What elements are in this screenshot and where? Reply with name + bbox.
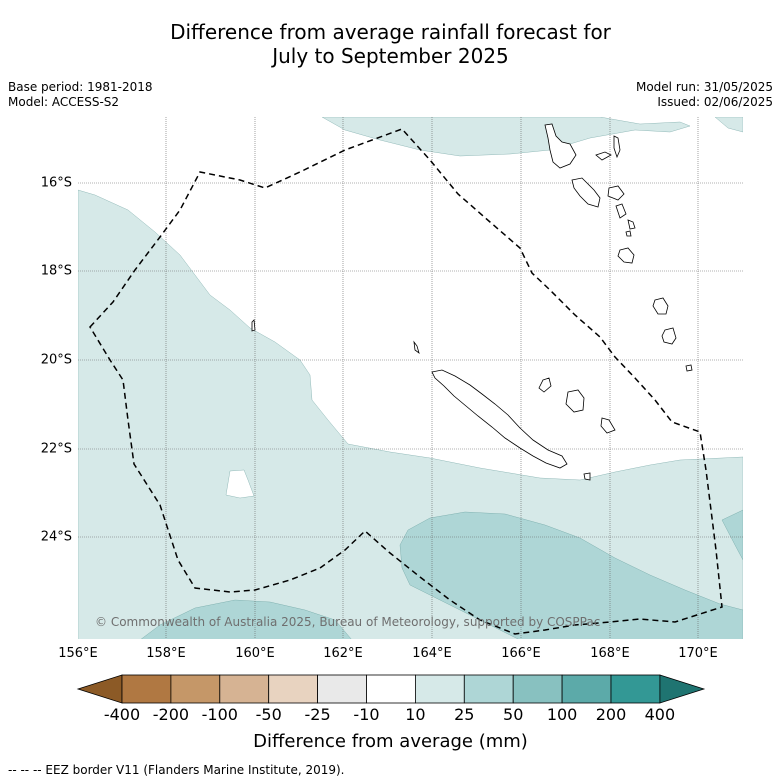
land-outlines xyxy=(251,123,693,481)
colorbar-segment-11 xyxy=(610,674,661,704)
issued-text: Issued: 02/06/2025 xyxy=(657,95,773,109)
colorbar-tick-label: -100 xyxy=(201,705,238,724)
colorbar-segment-4 xyxy=(268,674,319,704)
rain-band-10-25-west xyxy=(78,189,743,639)
colorbar-segment-8 xyxy=(463,674,514,704)
colorbar-tick-label: -25 xyxy=(304,705,331,724)
model-run-text: Model run: 31/05/2025 xyxy=(635,80,773,94)
rain-band-10-25-ne xyxy=(714,117,743,133)
meta-left: Base period: 1981-2018 Model: ACCESS-S2 xyxy=(8,80,153,110)
colorbar-segment-1 xyxy=(121,674,172,704)
colorbar-segment-7 xyxy=(414,674,465,704)
colorbar-tick-label: 50 xyxy=(503,705,524,724)
colorbar-tick-label: -200 xyxy=(152,705,190,724)
lat-label-20s: 20°S xyxy=(40,352,72,368)
lat-label-24s: 24°S xyxy=(40,529,72,545)
colorbar-segment-3 xyxy=(219,674,270,704)
rain-band-25-50-sw xyxy=(141,599,352,639)
title-line-2: July to September 2025 xyxy=(272,44,509,68)
lon-label-162e: 162°E xyxy=(323,646,363,661)
rain-neutral-patch xyxy=(225,469,255,499)
colorbar-tick-label: 400 xyxy=(644,705,676,724)
colorbar-segment-5 xyxy=(317,674,367,704)
colorbar-extend-low xyxy=(76,674,123,704)
model-text: Model: ACCESS-S2 xyxy=(8,95,120,109)
colorbar-segment-10 xyxy=(561,674,612,704)
lat-label-18s: 18°S xyxy=(40,263,72,279)
lon-label-168e: 168°E xyxy=(590,646,630,661)
lon-label-164e: 164°E xyxy=(412,646,452,661)
rain-band-25-50-east xyxy=(721,509,743,561)
colorbar-segment-6 xyxy=(366,674,416,704)
colorbar-segment-9 xyxy=(512,674,563,704)
colorbar-segment-2 xyxy=(170,674,221,704)
page-title: Difference from average rainfall forecas… xyxy=(0,20,781,68)
title-line-1: Difference from average rainfall forecas… xyxy=(170,20,611,44)
lon-label-160e: 160°E xyxy=(235,646,275,661)
map-grid xyxy=(78,117,743,639)
colorbar-tick-label: -400 xyxy=(103,705,141,724)
meta-right: Model run: 31/05/2025 Issued: 02/06/2025 xyxy=(636,80,773,110)
eez-border xyxy=(89,128,723,635)
lat-label-22s: 22°S xyxy=(40,441,72,457)
rain-band-25-50-south xyxy=(399,511,743,639)
colorbar-tick-label: 25 xyxy=(454,705,475,724)
colorbar-title: Difference from average (mm) xyxy=(253,731,528,752)
lon-label-158e: 158°E xyxy=(146,646,186,661)
lon-label-166e: 166°E xyxy=(501,646,541,661)
colorbar-extend-high xyxy=(659,674,706,704)
lat-label-16s: 16°S xyxy=(40,175,72,191)
eez-border-legend: -- -- -- EEZ border V11 (Flanders Marine… xyxy=(8,763,345,777)
lon-label-170e: 170°E xyxy=(678,646,718,661)
lon-label-156e: 156°E xyxy=(58,646,98,661)
rain-band-10-25-north xyxy=(321,117,691,157)
copyright-text: © Commonwealth of Australia 2025, Bureau… xyxy=(95,615,601,629)
colorbar-tick-label: -10 xyxy=(353,705,380,724)
new-caledonia-island xyxy=(431,369,568,469)
colorbar-tick-label: 10 xyxy=(405,705,426,724)
colorbar-tick-label: 100 xyxy=(546,705,578,724)
base-period-text: Base period: 1981-2018 xyxy=(8,80,153,94)
colorbar-tick-label: 200 xyxy=(595,705,627,724)
colorbar-tick-label: -50 xyxy=(255,705,282,724)
